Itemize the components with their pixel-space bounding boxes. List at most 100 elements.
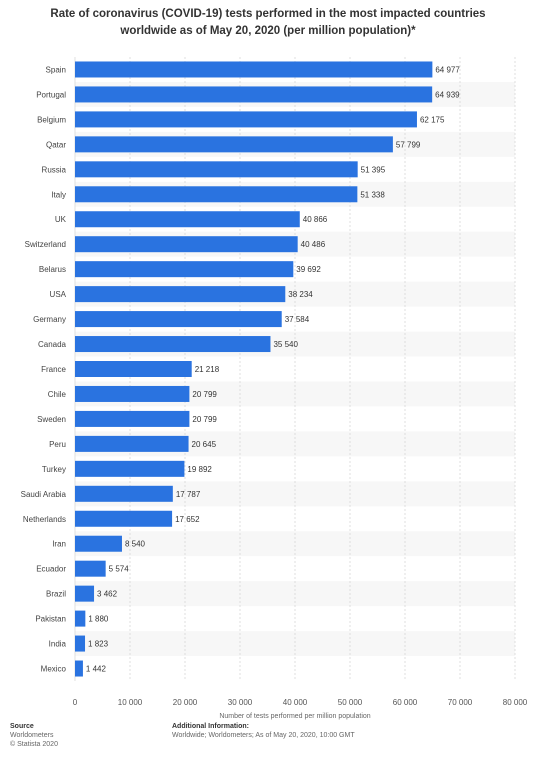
value-label: 3 462 [97, 590, 118, 599]
value-label: 20 645 [192, 440, 217, 449]
bar [75, 336, 271, 353]
bar [75, 311, 282, 328]
bar [75, 560, 106, 577]
x-tick-label: 30 000 [228, 698, 253, 707]
additional-info-block: Additional Information: Worldwide; World… [172, 722, 355, 740]
x-tick-label: 0 [73, 698, 78, 707]
bar [75, 186, 358, 203]
bar [75, 485, 173, 502]
bar [75, 510, 173, 527]
bar [75, 635, 86, 652]
bar [75, 261, 294, 278]
additional-info-text: Worldwide; Worldometers; As of May 20, 2… [172, 732, 355, 739]
category-label: Iran [52, 540, 66, 549]
value-label: 64 977 [435, 65, 460, 74]
source-heading: Source [10, 723, 34, 730]
value-label: 51 338 [360, 190, 385, 199]
category-label: Germany [33, 315, 66, 324]
x-tick-label: 80 000 [503, 698, 528, 707]
category-label: Chile [48, 390, 67, 399]
category-label: Spain [46, 65, 66, 74]
category-label: Belarus [39, 265, 66, 274]
x-axis-label: Number of tests performed per million po… [219, 713, 370, 720]
value-label: 19 892 [187, 465, 212, 474]
category-label: India [49, 640, 67, 649]
value-label: 40 866 [303, 215, 328, 224]
chart-title: Rate of coronavirus (COVID-19) tests per… [0, 6, 536, 40]
row-band [75, 631, 515, 657]
bar [75, 86, 433, 103]
additional-info-heading: Additional Information: [172, 723, 249, 730]
category-label: UK [55, 215, 67, 224]
bar [75, 136, 393, 153]
bar [75, 435, 189, 452]
bar [75, 111, 417, 128]
bar [75, 385, 190, 402]
category-label: Portugal [36, 90, 66, 99]
bar [75, 286, 286, 303]
source-line-2: © Statista 2020 [10, 741, 58, 748]
bar [75, 211, 300, 228]
category-label: Pakistan [35, 615, 66, 624]
value-label: 20 799 [192, 390, 217, 399]
category-label: Netherlands [23, 515, 66, 524]
chart-title-line-1: Rate of coronavirus (COVID-19) tests per… [50, 8, 486, 20]
category-label: Switzerland [25, 240, 66, 249]
category-label: USA [50, 290, 67, 299]
category-label: France [41, 365, 66, 374]
source-line-1: Worldometers [10, 732, 54, 739]
category-label: Peru [49, 440, 66, 449]
category-label: Canada [38, 340, 67, 349]
category-label: Ecuador [36, 565, 66, 574]
category-label: Saudi Arabia [21, 490, 67, 499]
x-tick-label: 50 000 [338, 698, 363, 707]
category-label: Belgium [37, 115, 66, 124]
x-tick-label: 40 000 [283, 698, 308, 707]
source-block: Source Worldometers © Statista 2020 [10, 722, 58, 749]
bar [75, 161, 358, 178]
value-label: 35 540 [273, 340, 298, 349]
category-label: Russia [42, 165, 67, 174]
bar [75, 535, 122, 552]
category-labels: Spain Portugal Belgium Qatar Russia Italy UK Sw… [21, 65, 67, 673]
value-label: 17 652 [175, 515, 200, 524]
chart-title-line-2: worldwide as of May 20, 2020 (per millio… [120, 25, 416, 37]
value-label: 40 486 [301, 240, 326, 249]
value-labels: 64 977 64 939 62 175 57 799 51 395 51 338 40 8… [86, 65, 460, 673]
bar [75, 236, 298, 253]
value-label: 1 442 [86, 665, 107, 674]
x-tick-label: 60 000 [393, 698, 418, 707]
value-label: 39 692 [296, 265, 321, 274]
value-label: 17 787 [176, 490, 201, 499]
value-label: 1 823 [88, 640, 109, 649]
value-label: 20 799 [192, 415, 217, 424]
value-label: 51 395 [361, 165, 386, 174]
x-tick-label: 70 000 [448, 698, 473, 707]
value-label: 64 939 [435, 90, 460, 99]
bar [75, 460, 185, 477]
category-label: Italy [51, 190, 66, 199]
value-label: 5 574 [109, 565, 130, 574]
category-label: Mexico [41, 665, 67, 674]
x-axis-ticks: 0 10 000 20 000 30 000 40 000 50 000 60 000 70 … [73, 698, 528, 707]
value-label: 21 218 [195, 365, 220, 374]
bar [75, 410, 190, 427]
bar [75, 585, 95, 602]
row-band [75, 531, 515, 557]
category-label: Sweden [37, 415, 66, 424]
x-tick-label: 20 000 [173, 698, 198, 707]
bar [75, 610, 86, 627]
bar [75, 660, 83, 677]
value-label: 62 175 [420, 115, 445, 124]
bar [75, 61, 433, 78]
value-label: 57 799 [396, 140, 421, 149]
value-label: 37 584 [285, 315, 310, 324]
value-label: 8 540 [125, 540, 146, 549]
x-tick-label: 10 000 [118, 698, 143, 707]
category-label: Brazil [46, 590, 66, 599]
category-label: Qatar [46, 140, 66, 149]
category-label: Turkey [42, 465, 66, 474]
value-label: 1 880 [88, 615, 109, 624]
value-label: 38 234 [288, 290, 313, 299]
